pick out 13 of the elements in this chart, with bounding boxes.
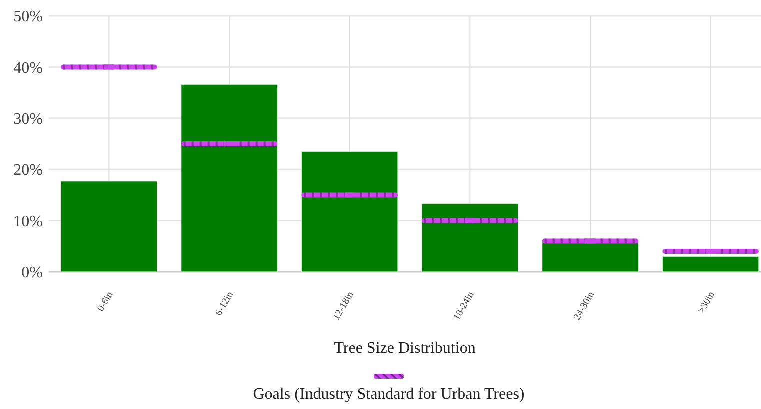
bar [181, 84, 278, 272]
y-tick-label: 10% [14, 213, 43, 230]
y-tick-label: 50% [14, 8, 43, 26]
x-axis-title: Tree Size Distribution [334, 340, 476, 357]
bar [422, 204, 519, 272]
y-tick-label: 30% [14, 111, 43, 128]
bar [301, 151, 398, 272]
y-tick-label: 0% [22, 264, 43, 282]
bar [60, 181, 158, 272]
bar [662, 256, 760, 272]
legend-label: Goals (Industry Standard for Urban Trees) [253, 386, 525, 403]
y-tick-label: 20% [14, 162, 43, 180]
y-tick-label: 40% [14, 60, 43, 77]
